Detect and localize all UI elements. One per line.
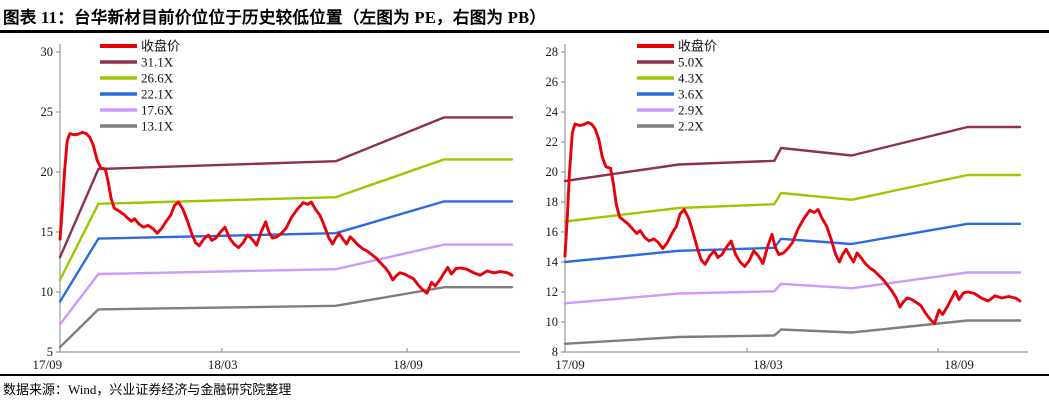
pb-plot: 28 26 24 22 20 18 16 14 12 10 817/09 18/03 18/09 收盘价5… <box>546 39 1028 372</box>
x-axis-label: 18/03 <box>753 357 783 372</box>
y-axis-label: 10 <box>546 315 559 329</box>
y-axis-label: 24 <box>546 105 559 119</box>
legend-label: 2.9X <box>678 103 704 118</box>
x-axis-label: 18/09 <box>393 357 423 372</box>
x-axis-label: 17/09 <box>33 357 63 372</box>
footer-divider <box>0 374 1049 376</box>
pb-band-line-5.0X <box>563 125 1022 183</box>
legend-label: 13.1X <box>141 119 174 134</box>
x-axis-label: 18/03 <box>208 357 238 372</box>
pe-plot: 30 25 20 15 10 517/09 18/03 18/09 收盘价31.1X26.6X2… <box>33 39 520 372</box>
pe-band-line-17.6X <box>58 243 514 326</box>
y-axis-label: 18 <box>546 195 559 209</box>
y-axis-label: 5 <box>47 345 53 359</box>
y-axis-label: 15 <box>41 225 54 239</box>
y-axis-label: 16 <box>546 225 559 239</box>
y-axis-label: 12 <box>546 285 559 299</box>
y-axis-label: 10 <box>41 285 54 299</box>
y-axis-label: 30 <box>41 45 54 59</box>
legend-label: 收盘价 <box>678 39 717 54</box>
y-axis-label: 22 <box>546 135 559 149</box>
legend-label: 5.0X <box>678 55 704 70</box>
pe-band-line-22.1X <box>58 200 514 303</box>
pe-band-line-26.6X <box>58 158 514 282</box>
legend-label: 3.6X <box>678 87 704 102</box>
figure-title: 图表 11：台华新材目前价位位于历史较低位置（左图为 PE，右图为 PB） <box>3 8 547 27</box>
y-axis-label: 20 <box>546 165 559 179</box>
pe-chart: 30 25 20 15 10 5 17/09 18/03 18/09 收盘价 31.1X 26.6X 2… <box>0 36 525 376</box>
y-axis-label: 20 <box>41 165 54 179</box>
y-axis-label: 14 <box>546 255 559 269</box>
legend-label: 31.1X <box>141 55 174 70</box>
x-axis-label: 18/09 <box>944 357 974 372</box>
pb-band-line-2.9X <box>563 271 1022 305</box>
y-axis-label: 28 <box>546 45 559 59</box>
legend-label: 26.6X <box>141 71 174 86</box>
y-axis-label: 26 <box>546 75 559 89</box>
legend-label: 收盘价 <box>141 39 180 54</box>
x-axis-label: 17/09 <box>555 357 585 372</box>
legend-label: 17.6X <box>141 103 174 118</box>
pb-close-price-line <box>563 121 1022 325</box>
legend-label: 22.1X <box>141 87 174 102</box>
pb-band-line-3.6X <box>563 222 1022 264</box>
pe-close-price-line <box>58 130 514 295</box>
title-divider <box>0 30 1049 33</box>
legend-label: 2.2X <box>678 119 704 134</box>
pb-chart: 28 26 24 22 20 18 16 14 12 10 8 17/09 18/03 18/09 收盘价 5… <box>525 36 1049 376</box>
data-source: 数据来源：Wind，兴业证券经济与金融研究院整理 <box>3 382 292 397</box>
pe-band-line-13.1X <box>58 285 514 349</box>
y-axis-label: 8 <box>552 345 558 359</box>
legend-label: 4.3X <box>678 71 704 86</box>
pe-band-line-31.1X <box>58 116 514 259</box>
pb-band-line-4.3X <box>563 173 1022 223</box>
y-axis-label: 25 <box>41 105 54 119</box>
pb-band-line-2.2X <box>563 319 1022 345</box>
